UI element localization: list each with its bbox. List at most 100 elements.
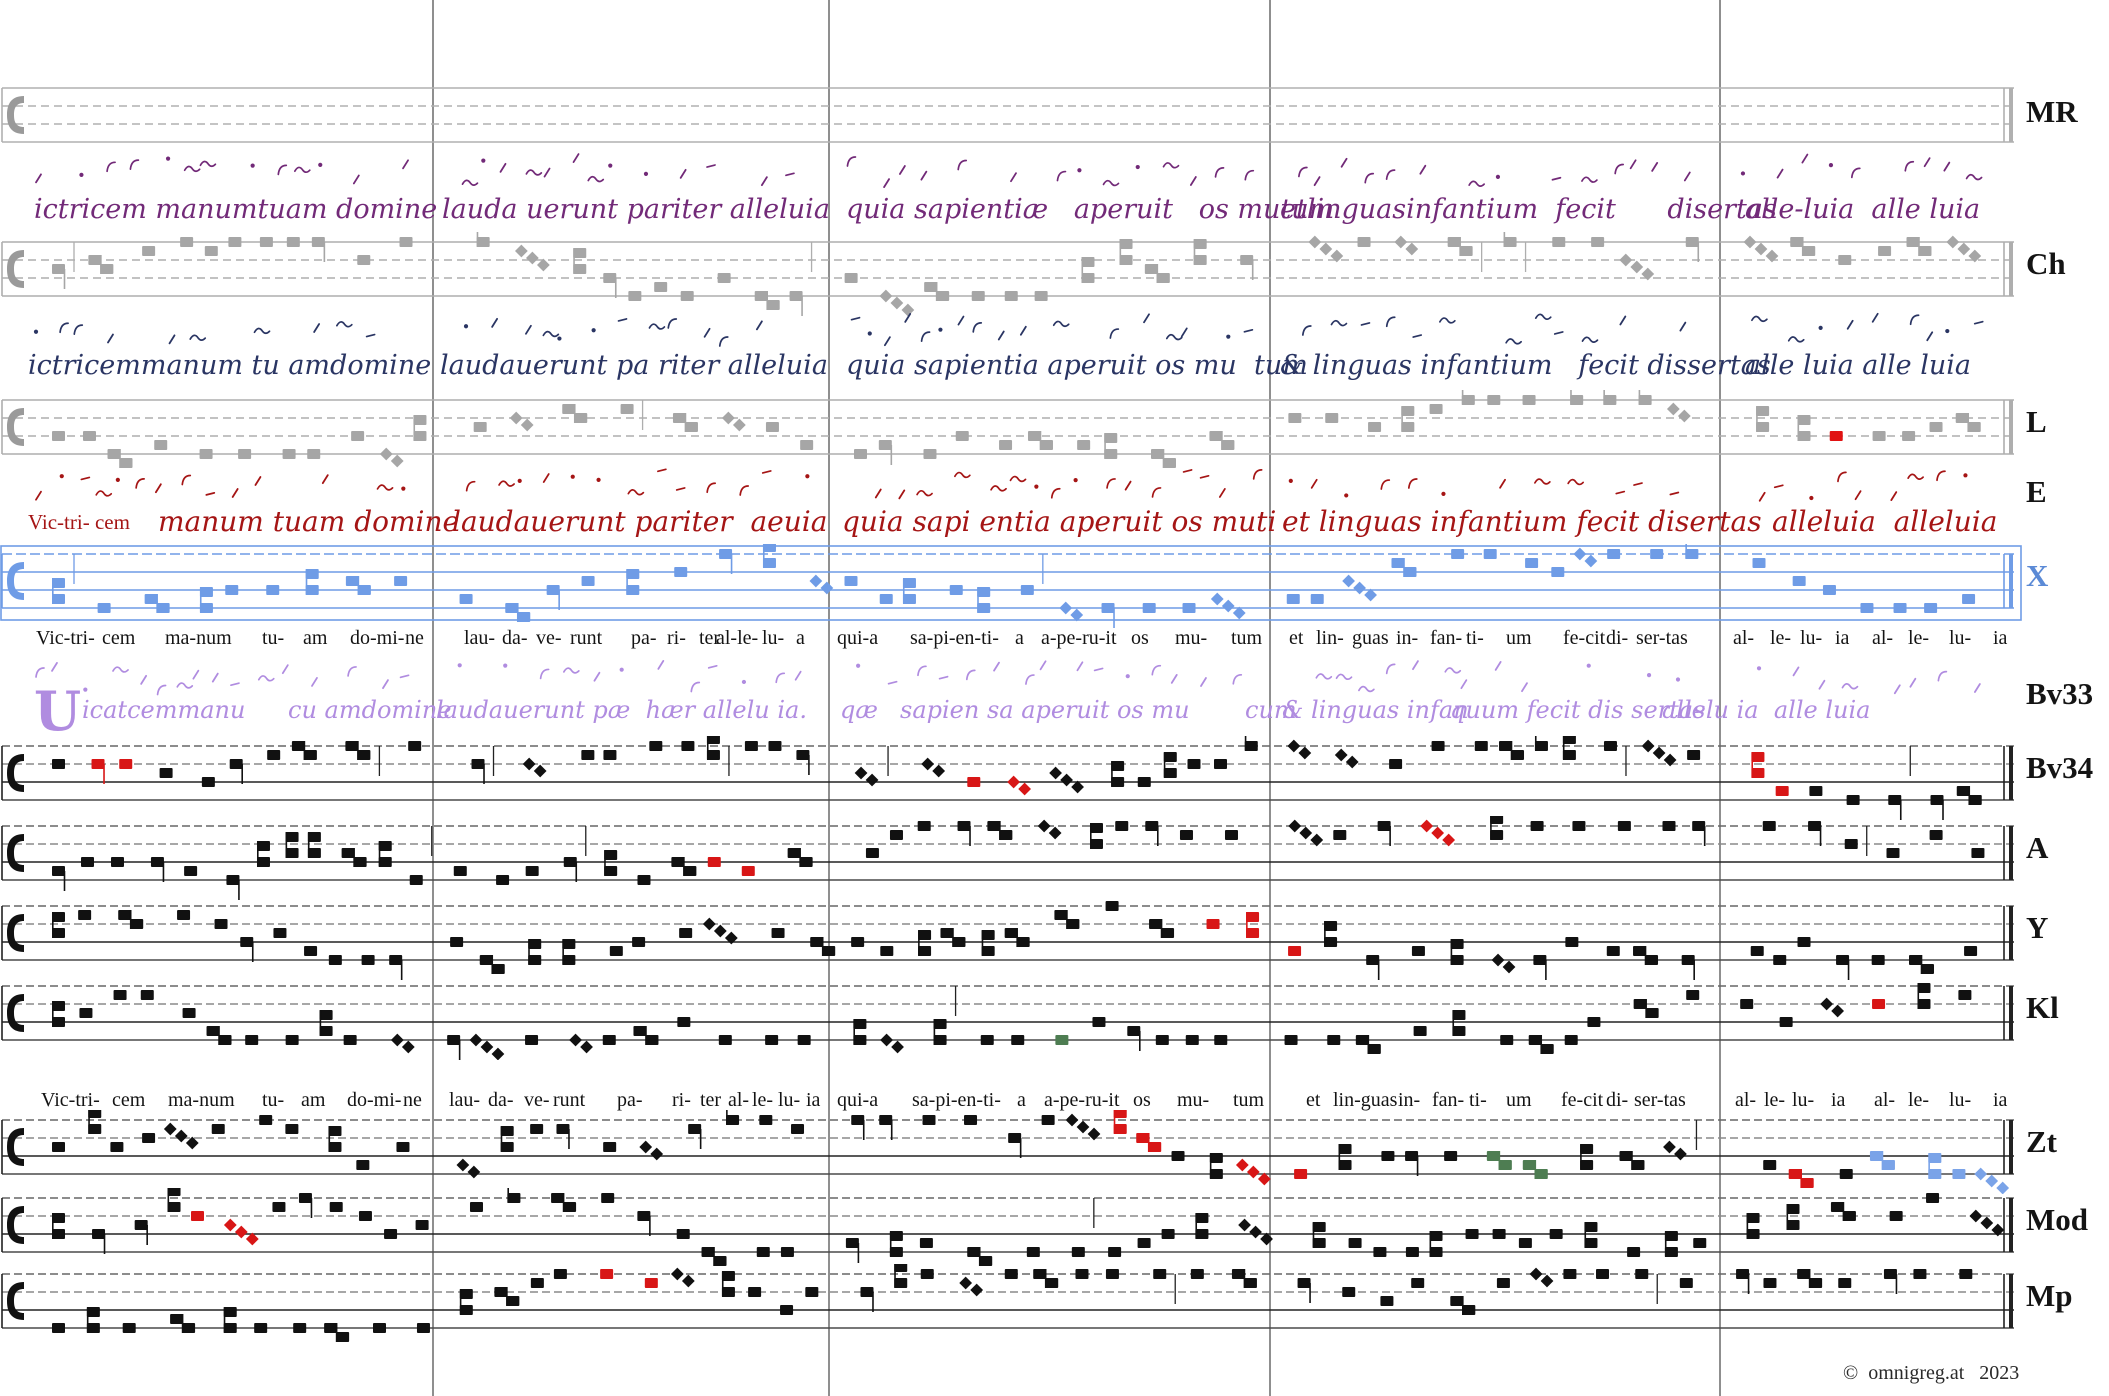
note: [688, 1124, 702, 1149]
note: [373, 1323, 387, 1333]
neume-mark: [183, 165, 201, 173]
note: [551, 1193, 577, 1212]
note: [854, 449, 868, 459]
note: [52, 264, 66, 289]
note: [1572, 821, 1586, 831]
note: [507, 1188, 521, 1203]
neume-mark: [1751, 315, 1768, 323]
note: [1411, 946, 1425, 956]
lyric-syllable: lu-: [1949, 1089, 1972, 1111]
lyric-syllable: lu-: [1949, 627, 1972, 649]
c-clef-icon: [7, 1128, 24, 1166]
note: [672, 413, 698, 432]
note: [780, 1305, 794, 1315]
neume-mark: [1170, 673, 1178, 684]
neume-mark: [402, 159, 409, 170]
neume-mark: [1521, 682, 1528, 693]
note: [459, 1289, 473, 1315]
lyric-syllable: ter: [699, 627, 721, 649]
note: [1033, 1269, 1059, 1288]
note: [1687, 750, 1701, 760]
neume-mark: [1943, 161, 1951, 172]
neume-mark: [1581, 336, 1599, 343]
neume-mark: [657, 660, 665, 670]
note: [1287, 739, 1312, 760]
note: [633, 1026, 659, 1045]
note: [51, 1001, 65, 1027]
note: [853, 1019, 867, 1045]
note: [791, 1124, 805, 1134]
note: [879, 1115, 893, 1140]
neume-mark: [1344, 493, 1349, 498]
neume-mark: [457, 663, 462, 668]
copyright-site-link[interactable]: omnigreg.at: [1868, 1362, 1965, 1384]
note: [1214, 1035, 1228, 1045]
manuscript-text: cu amdomine: [288, 696, 452, 724]
staff-MR: [1, 87, 2014, 143]
lyric-syllable: ma-num: [168, 1089, 235, 1111]
lyric-syllable: al-le-: [716, 627, 759, 649]
note: [1838, 255, 1852, 265]
lyric-syllable: um: [1506, 1089, 1532, 1111]
note: [1844, 839, 1858, 849]
neume-mark: [648, 323, 666, 330]
lyric-syllable: ti-: [1466, 627, 1484, 649]
note: [154, 440, 168, 450]
note: [670, 1267, 695, 1288]
note: [1617, 821, 1631, 831]
note: [1182, 603, 1196, 613]
neume-mark: [887, 680, 898, 685]
note: [170, 1314, 196, 1333]
note: [741, 866, 755, 876]
note: [92, 1229, 106, 1254]
lyric-syllable: a: [796, 627, 805, 649]
note: [1041, 1115, 1055, 1125]
note: [865, 848, 879, 858]
lyric-syllable: qui-a: [837, 627, 879, 649]
neume-mark: [619, 667, 624, 672]
note: [854, 766, 879, 787]
note: [1743, 235, 1779, 263]
neume-mark: [1335, 673, 1353, 681]
staff-label-Bv33: Bv33: [2026, 676, 2094, 711]
note: [522, 757, 547, 778]
lyric-syllable: tu-: [262, 1089, 285, 1111]
note: [1500, 1035, 1514, 1045]
note: [880, 946, 894, 956]
note: [1692, 821, 1706, 846]
lyric-syllable: lu-: [778, 1089, 801, 1111]
c-clef-icon: [7, 408, 24, 446]
note: [889, 830, 903, 840]
lyric-syllable: di-: [1606, 1089, 1629, 1111]
note: [1206, 919, 1220, 929]
note: [285, 1124, 299, 1134]
note: [1244, 736, 1258, 751]
neume-mark: [543, 167, 551, 178]
note: [256, 841, 270, 867]
note: [787, 848, 813, 867]
note: [1077, 440, 1091, 450]
manuscript-text: quia sapientia aperuit os mu tum: [846, 350, 1308, 381]
note: [654, 282, 668, 292]
neume-mark: [920, 170, 928, 181]
note: [719, 549, 733, 574]
neume-mark: [920, 331, 931, 342]
neume-mark: [867, 331, 872, 336]
neume-mark: [1945, 328, 1950, 334]
note: [677, 1017, 691, 1027]
manuscript-text: & linguas infantium fecit dissertas: [1280, 350, 1771, 381]
note: [1450, 1296, 1476, 1315]
lyric-syllable: fe-cit: [1563, 627, 1606, 649]
note: [1210, 592, 1246, 620]
note: [52, 1323, 65, 1333]
neume-mark: [1773, 484, 1784, 489]
note: [810, 937, 836, 956]
staff-label-Zt: Zt: [2026, 1124, 2057, 1159]
note: [150, 857, 165, 882]
note: [1752, 558, 1766, 568]
lyric-syllable: lau-: [464, 627, 496, 649]
note: [1377, 821, 1391, 846]
neume-mark: [499, 162, 507, 173]
neume-mark: [1837, 471, 1847, 483]
note: [977, 587, 991, 613]
